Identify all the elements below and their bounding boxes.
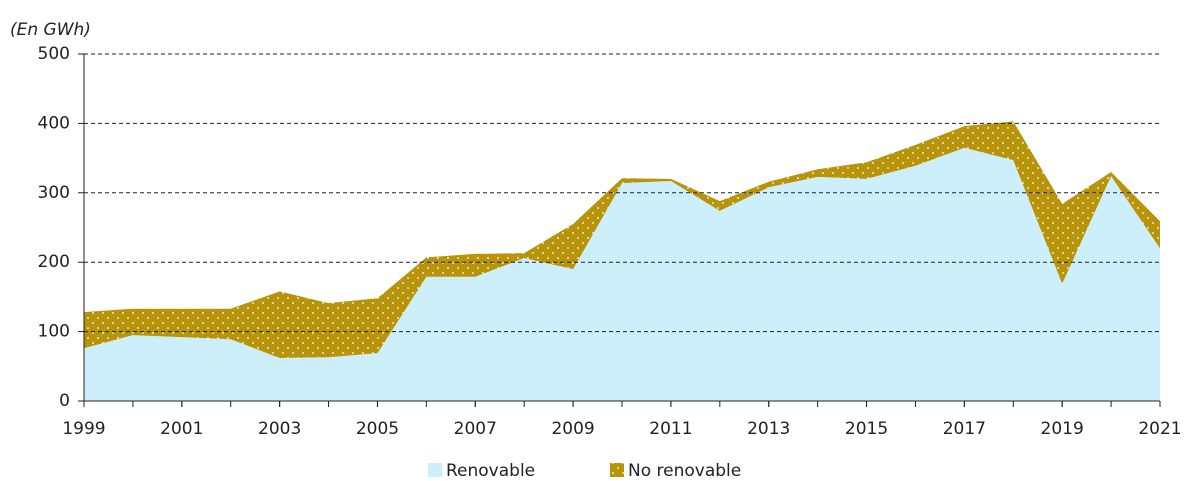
legend-label: Renovable xyxy=(446,461,535,481)
y-tick-label: 0 xyxy=(59,391,70,411)
x-tick-label: 2019 xyxy=(1041,419,1084,439)
y-tick-label: 300 xyxy=(38,183,70,203)
y-tick-label: 200 xyxy=(38,252,70,272)
x-tick-label: 2009 xyxy=(551,419,594,439)
y-axis-label: (En GWh) xyxy=(10,20,91,40)
x-tick-label: 2003 xyxy=(258,419,301,439)
x-tick-label: 2017 xyxy=(943,419,986,439)
x-tick-label: 2015 xyxy=(845,419,888,439)
legend-swatch xyxy=(428,463,442,477)
x-tick-label: 2011 xyxy=(649,419,692,439)
x-tick-label: 2001 xyxy=(160,419,203,439)
x-tick-label: 2021 xyxy=(1138,419,1181,439)
area xyxy=(84,121,1160,358)
y-tick-label: 100 xyxy=(38,322,70,342)
x-tick-label: 2005 xyxy=(356,419,399,439)
x-tick-label: 2007 xyxy=(454,419,497,439)
legend-label: No renovable xyxy=(628,461,741,481)
x-tick-label: 1999 xyxy=(62,419,105,439)
y-tick-label: 500 xyxy=(38,44,70,64)
legend-swatch xyxy=(610,463,624,477)
x-tick-label: 2013 xyxy=(747,419,790,439)
y-tick-label: 400 xyxy=(38,113,70,133)
area xyxy=(84,147,1160,401)
